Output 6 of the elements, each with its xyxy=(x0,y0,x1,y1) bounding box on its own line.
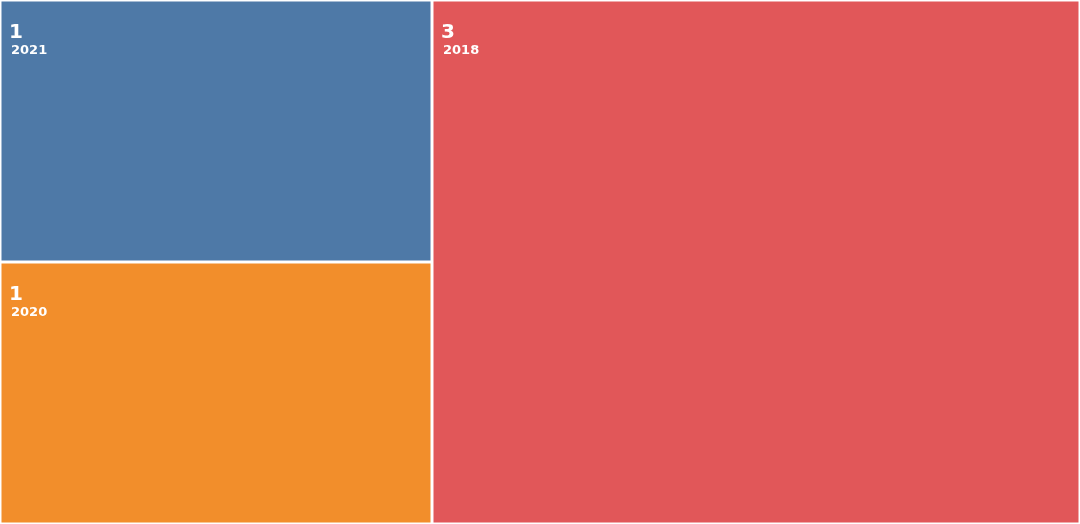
category-label: 2018 xyxy=(443,42,480,57)
data-label: 3 xyxy=(441,19,455,43)
data-label: 1 xyxy=(9,19,23,43)
category-label: 2020 xyxy=(11,304,48,319)
category-label: 2021 xyxy=(11,42,48,57)
data-label: 1 xyxy=(9,281,23,305)
